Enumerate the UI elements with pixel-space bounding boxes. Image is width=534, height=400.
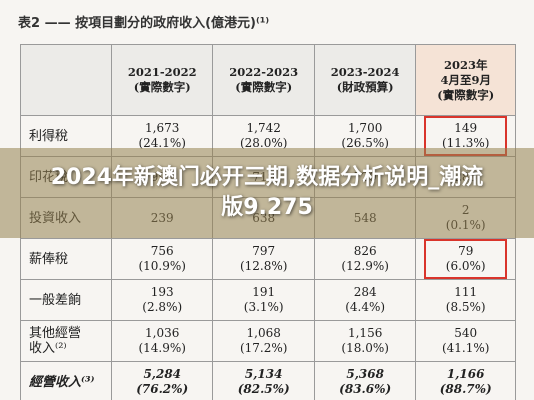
cell-line: 149 [454,121,478,135]
cell-line: 797 [252,244,276,258]
header-line: (實際數字) [235,80,293,94]
header-line: (財政預算) [336,80,394,94]
cell-line: (88.7%) [439,382,492,396]
cell-line: 284 [353,285,377,299]
cell-line: (14.9%) [138,341,186,355]
label-line: 一般差餉 [29,292,82,308]
cell-line: 1,156 [347,326,383,340]
cell: 284 (4.4%) [313,279,417,321]
table-row: 一般差餉 193 (2.8%) 191 (3.1%) 284 (4.4%) 111 (8.5%) [20,279,516,321]
cell-line: 1,742 [246,121,281,135]
header-row: 2021-2022 (實際數字) 2022-2023 (實際數字) 2023-2024(… [20,44,516,116]
header-line: 2023年 [443,57,488,72]
cell-line: 756 [150,244,174,258]
cell-line: (24.1%) [138,136,186,150]
cell-line: 1,068 [246,326,281,340]
cell-line: 540 [454,326,478,340]
cell-line: (41.1%) [441,341,490,355]
cell: 1,068 (17.2%) [212,320,315,362]
cell: 191 (3.1%) [212,279,315,321]
cell-line: (76.2%) [136,382,189,396]
header-line: 2021-2022 [127,65,197,79]
cell-line: 1,036 [145,326,180,340]
cell-line: (2.8%) [142,300,183,314]
column-header: 2021-2022 (實際數字) [110,44,214,116]
table-row: 薪俸稅 756 (10.9%) 797 (12.8%) 826 (12.9%) 79 (6.0%… [20,238,516,280]
header-line: 2023-2024 [330,65,400,79]
cell-line: (6.0%) [445,259,486,273]
table-row: 經營收入⁽³⁾ 5,284 (76.2%) 5,134 (82.5%) 5,368 (83.… [20,361,516,400]
header-line: 2022-2023 [229,65,299,79]
cell-line: 191 [252,285,276,299]
label-line: 薪俸稅 [29,251,69,267]
cell: 193 (2.8%) [110,279,214,321]
cell: 5,284 (76.2%) [110,361,214,400]
cell-line: (82.5%) [237,382,290,396]
cell: 5,368 (83.6%) [313,361,417,400]
cell: 5,134 (82.5%) [212,361,315,400]
cell-line: (4.4%) [345,300,386,314]
cell: 1,156 (18.0%) [313,320,417,362]
cell-line: (12.9%) [341,259,389,273]
column-header: 2023年 4月至9月 (實際數字) [415,44,516,116]
title: 表2 —— 按項目劃分的政府收入(億港元)⁽¹⁾ [18,16,270,31]
row-label: 一般差餉 [20,279,112,321]
cell: 756 (10.9%) [110,238,214,280]
cell-line: (28.0%) [239,136,288,150]
cell-line: (26.5%) [341,136,389,150]
cell-line: 826 [353,244,377,258]
cell-line: 1,700 [347,121,383,135]
highlight-box: 79 (6.0%) [424,239,507,279]
banner: 2024年新澳门必开三期,数据分析说明_潮流版9.275 [0,148,534,238]
cell-line: (3.1%) [243,300,284,314]
cell-line: 79 [458,244,474,258]
cell-line: (83.6%) [339,382,392,396]
header-line: (實際數字) [437,87,495,102]
cell: 1,166 (88.7%) [415,361,516,400]
row-label: 經營收入⁽³⁾ [20,361,112,400]
cell: 79 (6.0%) [415,238,516,280]
cell-line: 1,673 [145,121,180,135]
cell: 797 (12.8%) [212,238,315,280]
cell-line: (8.5%) [445,300,486,314]
cell-line: 111 [454,285,478,299]
cell-line: (17.2%) [239,341,288,355]
cell-line: (10.9%) [138,259,186,273]
row-label: 其他經營 收入⁽²⁾ [20,320,112,362]
cell-line: 1,166 [446,367,485,381]
cell: 540 (41.1%) [415,320,516,362]
column-header: 2022-2023 (實際數字) [212,44,315,116]
label-line: 其他經營 [29,326,82,341]
cell-line: (12.8%) [239,259,288,273]
label-line: 利得稅 [29,128,69,144]
corner [20,44,112,116]
cell-line: 5,134 [244,367,283,381]
cell-line: 193 [150,285,174,299]
row-label: 薪俸稅 [20,238,112,280]
label-line: 收入⁽²⁾ [29,341,67,356]
column-header: 2023-2024 (財政預算) [313,44,417,116]
cell-line: 5,368 [346,367,384,381]
header-line: (實際數字) [133,80,191,94]
cell: 1,036 (14.9%) [110,320,214,362]
cell-line: 5,284 [143,367,182,381]
cell-line: (18.0%) [341,341,389,355]
cell-line: (11.3%) [441,136,490,150]
cell: 111 (8.5%) [415,279,516,321]
label-line: 經營收入⁽³⁾ [29,374,95,390]
banner-text: 2024年新澳门必开三期,数据分析说明_潮流版9.275 [50,165,484,220]
header-line: 4月至9月 [440,72,491,87]
cell: 826 (12.9%) [313,238,417,280]
table-row: 其他經營 收入⁽²⁾ 1,036 (14.9%) 1,068 (17.2%) 1,156 (1… [20,320,516,362]
